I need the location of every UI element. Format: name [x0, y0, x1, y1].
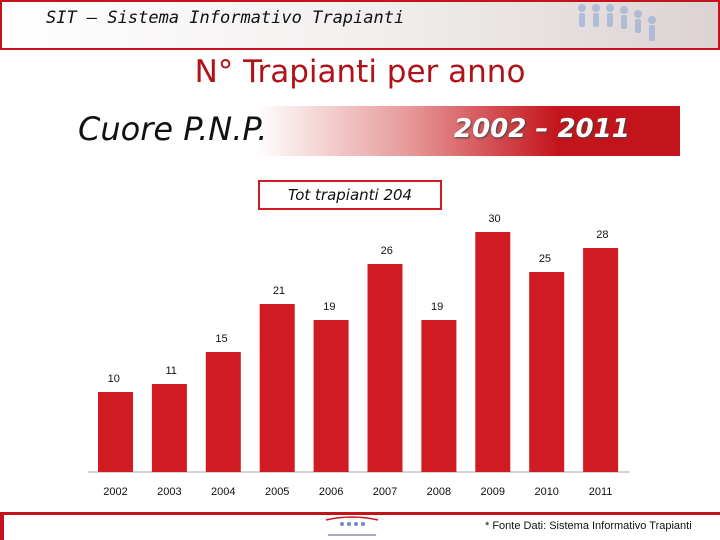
x-tick-label-2003: 2003	[157, 486, 181, 498]
data-label-2002: 10	[108, 373, 120, 385]
footer-edge	[0, 514, 4, 540]
header-bar	[0, 0, 720, 50]
bar-2006	[313, 320, 349, 472]
x-tick-label-2011: 2011	[589, 486, 613, 498]
data-source-note: * Fonte Dati: Sistema Informativo Trapia…	[485, 520, 692, 532]
bar-2009	[475, 232, 511, 472]
data-label-2009: 30	[488, 213, 500, 225]
x-tick-label-2002: 2002	[103, 486, 127, 498]
bar-2002	[98, 392, 133, 472]
bar-2007	[367, 264, 403, 472]
organ-label: Cuore P.N.P.	[78, 110, 268, 148]
total-transplants-box: Tot trapianti 204	[258, 180, 442, 210]
bar-2008	[421, 320, 457, 472]
header-title: SIT – Sistema Informativo Trapianti	[46, 8, 405, 28]
x-tick-label-2006: 2006	[319, 486, 343, 498]
bar-2003	[151, 384, 187, 472]
data-label-2005: 21	[273, 285, 285, 297]
data-label-2010: 25	[539, 253, 551, 265]
footer-logo-icon	[325, 516, 379, 536]
page-title: N° Trapianti per anno	[194, 54, 526, 90]
x-tick-label-2008: 2008	[427, 486, 451, 498]
header-people-logo-icon	[578, 4, 656, 41]
x-tick-label-2007: 2007	[373, 486, 397, 498]
bar-2004	[205, 352, 241, 472]
x-tick-label-2004: 2004	[211, 486, 235, 498]
x-tick-label-2009: 2009	[481, 486, 505, 498]
data-label-2011: 28	[596, 229, 608, 241]
period-label: 2002 – 2011	[454, 114, 630, 144]
data-label-2007: 26	[381, 245, 393, 257]
x-tick-label-2010: 2010	[534, 486, 558, 498]
data-label-2006: 19	[323, 301, 335, 313]
bar-2005	[259, 304, 295, 472]
bar-2011	[583, 248, 619, 472]
x-tick-label-2005: 2005	[265, 486, 289, 498]
data-label-2003: 11	[165, 365, 176, 377]
data-label-2008: 19	[431, 301, 443, 313]
bar-2010	[529, 272, 565, 472]
data-label-2004: 15	[215, 333, 227, 345]
subtitle-banner: Cuore P.N.P. 2002 – 2011	[74, 106, 680, 156]
